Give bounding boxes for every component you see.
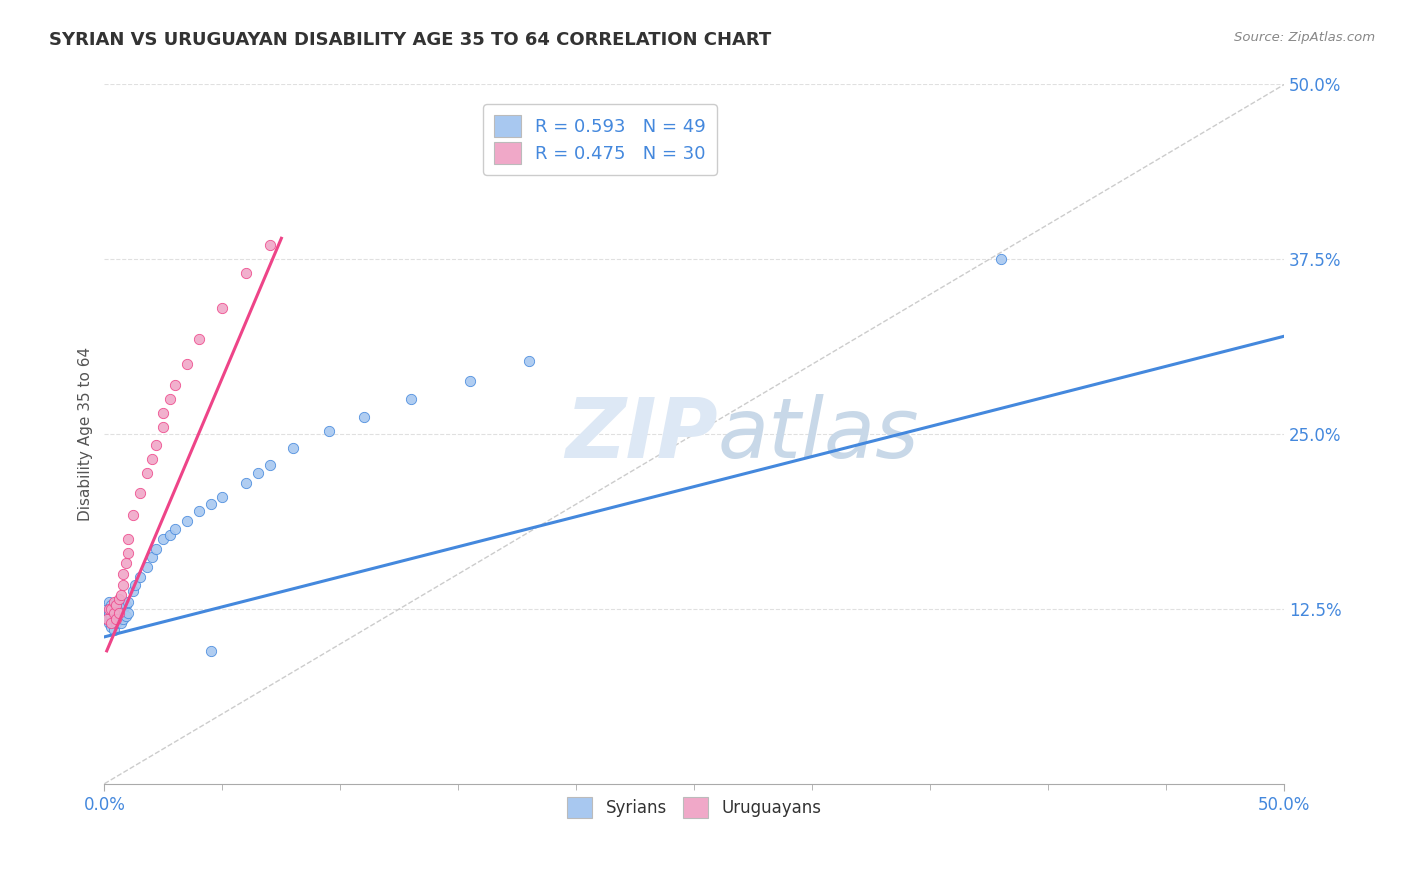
Point	[135, 467, 157, 481]
Point	[98, 606, 121, 620]
Point	[114, 598, 136, 612]
Point	[110, 588, 132, 602]
Point	[128, 485, 150, 500]
Point	[200, 497, 222, 511]
Point	[187, 504, 209, 518]
Point	[141, 452, 163, 467]
Point	[96, 612, 118, 626]
Point	[112, 612, 135, 626]
Text: atlas: atlas	[718, 393, 920, 475]
Point	[110, 608, 132, 623]
Point	[105, 612, 128, 626]
Point	[152, 420, 174, 434]
Point	[152, 406, 174, 420]
Point	[107, 606, 129, 620]
Point	[117, 546, 139, 560]
Point	[98, 595, 121, 609]
Point	[105, 606, 128, 620]
Point	[114, 556, 136, 570]
Y-axis label: Disability Age 35 to 64: Disability Age 35 to 64	[79, 347, 93, 521]
Point	[145, 438, 167, 452]
Point	[100, 602, 122, 616]
Point	[517, 354, 540, 368]
Point	[103, 595, 125, 609]
Point	[200, 644, 222, 658]
Point	[211, 301, 233, 316]
Text: ZIP: ZIP	[565, 393, 718, 475]
Text: SYRIAN VS URUGUAYAN DISABILITY AGE 35 TO 64 CORRELATION CHART: SYRIAN VS URUGUAYAN DISABILITY AGE 35 TO…	[49, 31, 772, 49]
Point	[103, 602, 125, 616]
Point	[176, 514, 198, 528]
Point	[107, 592, 129, 607]
Point	[103, 612, 125, 626]
Point	[117, 532, 139, 546]
Point	[110, 615, 132, 630]
Point	[235, 266, 257, 280]
Point	[100, 608, 122, 623]
Point	[235, 476, 257, 491]
Legend: Syrians, Uruguayans: Syrians, Uruguayans	[561, 790, 828, 824]
Point	[103, 623, 125, 637]
Point	[110, 598, 132, 612]
Point	[117, 595, 139, 609]
Point	[399, 392, 422, 406]
Point	[165, 378, 187, 392]
Point	[124, 578, 146, 592]
Point	[318, 425, 340, 439]
Point	[100, 620, 122, 634]
Point	[187, 332, 209, 346]
Point	[112, 602, 135, 616]
Point	[283, 441, 305, 455]
Point	[112, 578, 135, 592]
Point	[246, 467, 269, 481]
Point	[100, 615, 122, 630]
Point	[114, 608, 136, 623]
Point	[128, 570, 150, 584]
Point	[107, 602, 129, 616]
Point	[211, 490, 233, 504]
Point	[159, 528, 181, 542]
Point	[103, 606, 125, 620]
Point	[105, 598, 128, 612]
Point	[165, 522, 187, 536]
Point	[990, 252, 1012, 267]
Point	[159, 392, 181, 406]
Point	[105, 615, 128, 630]
Point	[458, 374, 481, 388]
Point	[259, 458, 281, 472]
Point	[96, 602, 118, 616]
Point	[98, 615, 121, 630]
Point	[135, 560, 157, 574]
Point	[145, 541, 167, 556]
Point	[121, 508, 143, 523]
Point	[100, 598, 122, 612]
Point	[105, 595, 128, 609]
Point	[152, 532, 174, 546]
Point	[141, 550, 163, 565]
Point	[353, 410, 375, 425]
Point	[259, 238, 281, 252]
Point	[176, 357, 198, 371]
Point	[117, 606, 139, 620]
Text: Source: ZipAtlas.com: Source: ZipAtlas.com	[1234, 31, 1375, 45]
Point	[96, 612, 118, 626]
Point	[98, 602, 121, 616]
Point	[107, 612, 129, 626]
Point	[121, 583, 143, 598]
Point	[112, 566, 135, 581]
